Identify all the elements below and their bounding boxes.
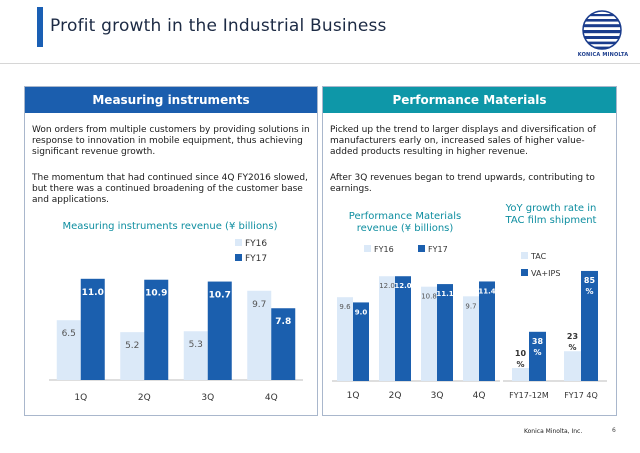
bar-fy16-2q	[379, 276, 395, 381]
materials-chart-title: Performance Materials revenue (¥ billion…	[348, 211, 462, 234]
tick-label-4q: 4Q	[265, 393, 278, 403]
tick-label-1q: 1Q	[347, 391, 360, 401]
bar-va-ips-fy17-12m	[529, 331, 546, 381]
data-label-fy16-4q: 9.7	[252, 300, 266, 310]
data-label-fy17-4q: 7.8	[275, 317, 291, 327]
tac-growth-chart: 10 % 38 % FY17-12M 23 % 85 % FY17 4Q TAC VA+IPS	[503, 252, 607, 400]
data-label-fy16-4q: 9.7	[465, 302, 476, 310]
legend-label-fy17: FY17	[245, 254, 267, 264]
title-accent-bar	[37, 7, 43, 47]
data-label-va-ips-fy17-12m: 38%	[532, 337, 544, 357]
data-label-fy17-2q: 12.0	[394, 282, 411, 290]
legend-label-tac: TAC	[530, 252, 547, 261]
bar-fy17-2q	[395, 276, 411, 381]
bar-fy17-1q	[80, 278, 105, 380]
konica-minolta-logo-icon	[582, 10, 622, 50]
tick-label-fy17-12m: FY17-12M	[509, 391, 549, 400]
measuring-chart-title: Measuring instruments revenue (¥ billion…	[62, 221, 278, 232]
bar-va-ips-fy17-4q	[581, 270, 598, 381]
logo-wordmark: KONICA MINOLTA	[577, 52, 629, 58]
legend-swatch-tac	[521, 252, 528, 259]
tick-label-1q: 1Q	[74, 393, 87, 403]
bar-fy16-2q	[120, 332, 145, 380]
materials-paragraph-2: After 3Q revenues began to trend upwards…	[330, 173, 595, 194]
data-label-fy17-1q: 9.0	[355, 308, 368, 316]
measuring-instruments-header: Measuring instruments	[25, 87, 317, 113]
data-label-fy17-4q: 11.4	[478, 287, 495, 295]
data-label-fy16-1q: 6.5	[62, 329, 76, 339]
data-label-fy17-3q: 11.1	[436, 290, 453, 298]
data-label-fy17-1q: 11.0	[82, 288, 104, 298]
bar-tac-fy17-4q	[564, 351, 581, 381]
bar-fy17-1q	[353, 302, 369, 381]
legend-swatch-fy16	[235, 239, 242, 246]
data-label-fy17-2q: 10.9	[145, 289, 167, 299]
data-label-fy16-3q: 10.8	[421, 293, 437, 301]
bar-fy16-1q	[56, 320, 81, 380]
tick-label-4q: 4Q	[473, 391, 486, 401]
data-label-fy16-1q: 9.6	[339, 303, 351, 311]
legend-label-fy16: FY16	[374, 245, 394, 254]
bar-fy16-3q	[421, 286, 437, 381]
data-label-fy16-2q: 12.0	[379, 282, 395, 290]
legend-swatch-fy17	[235, 254, 242, 261]
tick-label-3q: 3Q	[201, 393, 214, 403]
bar-fy17-4q	[271, 308, 296, 380]
measuring-paragraph-2: The momentum that had continued since 4Q…	[32, 173, 308, 205]
performance-materials-header: Performance Materials	[323, 87, 616, 113]
legend-swatch-fy17	[418, 245, 425, 252]
tick-label-fy17-4q: FY17 4Q	[564, 391, 598, 400]
page-title: Profit growth in the Industrial Business	[50, 16, 387, 36]
tac-chart-title: YoY growth rate in TAC film shipment	[505, 203, 597, 226]
page-number: 6	[612, 427, 616, 434]
bar-fy16-1q	[337, 297, 353, 381]
legend-swatch-fy16	[364, 245, 371, 252]
header-divider	[0, 63, 640, 64]
bar-fy17-3q	[207, 281, 232, 380]
tick-label-3q: 3Q	[431, 391, 444, 401]
measuring-paragraph-1: Won orders from multiple customers by pr…	[32, 125, 310, 157]
bar-fy16-3q	[183, 331, 208, 380]
materials-revenue-chart: 9.6 9.0 1Q 12.0 12.0 2Q 10.8 11.1 3Q 9.711.4 4Q FY1…	[332, 245, 500, 401]
materials-paragraph-1: Picked up the trend to larger displays a…	[330, 125, 596, 157]
bar-fy16-4q	[463, 296, 479, 381]
legend-swatch-va-ips	[521, 269, 528, 276]
data-label-tac-fy17-12m: 10%	[515, 349, 527, 369]
data-label-fy16-3q: 5.3	[189, 340, 203, 350]
data-label-fy16-2q: 5.2	[125, 341, 139, 351]
legend-label-fy17: FY17	[428, 245, 448, 254]
footer-company: Konica Minolta, Inc.	[524, 428, 583, 435]
bar-fy17-4q	[479, 281, 495, 381]
bar-fy16-4q	[247, 290, 272, 380]
tick-label-2q: 2Q	[138, 393, 151, 403]
measuring-revenue-chart: 6.5 11.0 1Q 5.2 10.9 2Q 5.3 10.7 3Q 9.7 7.8 4Q FY16 F…	[49, 239, 303, 403]
bar-fy17-3q	[437, 284, 453, 381]
bar-tac-fy17-12m	[512, 368, 529, 381]
legend-label-va-ips: VA+IPS	[531, 269, 560, 278]
data-label-va-ips-fy17-4q: 85%	[584, 276, 596, 296]
tick-label-2q: 2Q	[389, 391, 402, 401]
data-label-tac-fy17-4q: 23%	[567, 332, 578, 352]
legend-label-fy16: FY16	[245, 239, 267, 249]
data-label-fy17-3q: 10.7	[209, 291, 231, 301]
bar-fy17-2q	[144, 279, 169, 380]
